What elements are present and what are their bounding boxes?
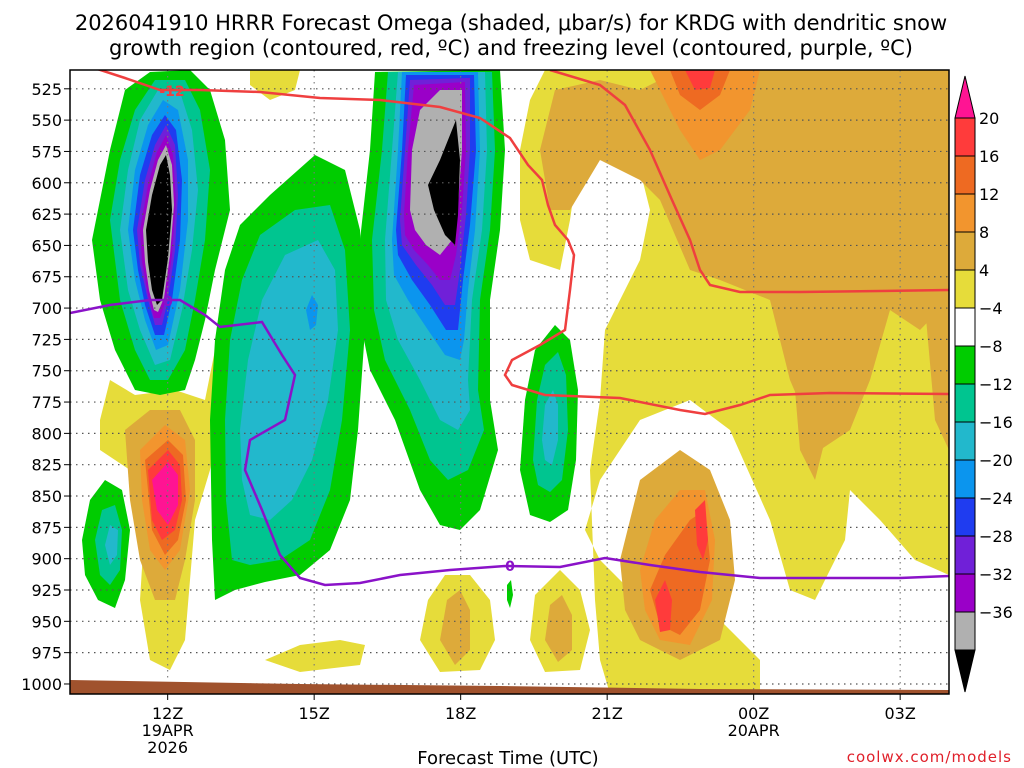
y-tick-label-625: 625	[31, 205, 62, 224]
grid-lines	[70, 70, 949, 694]
omega-fill-gold-upper	[540, 70, 949, 450]
y-tick-label-550: 550	[31, 111, 62, 130]
contour-labels: -12 0 0	[159, 84, 515, 575]
omega-fill-teal-low-left	[105, 525, 118, 565]
colorbar-label-1: 16	[979, 147, 999, 166]
colorbar-label-4: 4	[979, 261, 989, 280]
x-tick-date-12Z: 19APR	[142, 721, 194, 740]
omega-fill-pink-low-left	[152, 462, 178, 525]
ascent-shading	[82, 70, 578, 608]
x-tick-date-00Z: 20APR	[728, 721, 780, 740]
colorbar-swatch-2	[954, 193, 976, 233]
freezing-label-0-mid: 0	[505, 559, 515, 575]
x-tick-label-12Z: 12Z	[152, 704, 183, 723]
colorbar-swatch-8	[954, 421, 976, 461]
y-tick-label-725: 725	[31, 330, 62, 349]
freezing-level-contour	[70, 298, 949, 587]
terrain-ground	[70, 680, 949, 694]
colorbar-label-6: −8	[979, 337, 1003, 356]
y-axis: 525 550 575 600 625 650 675 700 725 750 775 800 825 8…	[21, 80, 70, 694]
omega-fill-red-low-right	[655, 580, 672, 632]
sinking-shading	[100, 70, 949, 694]
omega-fill-blue-15z	[306, 295, 318, 330]
omega-fill-red-upper	[685, 70, 715, 90]
colorbar-swatch-12	[954, 573, 976, 613]
colorbar-bottom-triangle	[954, 649, 976, 693]
omega-fill-black-12z	[146, 155, 172, 305]
dgz-contour-right	[549, 70, 949, 294]
colorbar-label-10: −24	[979, 489, 1013, 508]
colorbar-label-11: −28	[979, 527, 1013, 546]
colorbar-swatch-6	[954, 345, 976, 385]
colorbar-top-triangle	[954, 75, 976, 119]
colorbar: 20 16 12 8 4 −4 −8 −12 −16 −20 −24 −28 −32 −36	[954, 75, 1013, 693]
x-tick-label-15Z: 15Z	[299, 704, 330, 723]
y-tick-label-675: 675	[31, 268, 62, 287]
colorbar-label-5: −4	[979, 299, 1003, 318]
omega-fill-gold-blob-20z	[545, 595, 572, 662]
credit-text: coolwx.com/models	[847, 748, 1012, 766]
y-tick-label-975: 975	[31, 644, 62, 663]
colorbar-label-13: −36	[979, 603, 1013, 622]
plot-area	[70, 70, 949, 694]
colorbar-swatch-1	[954, 155, 976, 195]
contours	[70, 70, 949, 587]
y-tick-label-950: 950	[31, 612, 62, 631]
omega-fill-redorange-upper	[670, 70, 730, 110]
colorbar-swatch-10	[954, 497, 976, 537]
omega-fill-gold-blob-18z	[440, 590, 470, 665]
colorbar-swatch-13	[954, 611, 976, 651]
colorbar-swatch-3	[954, 231, 976, 271]
chart-title-line1: 2026041910 HRRR Forecast Omega (shaded, …	[75, 11, 947, 35]
x-axis-title: Forecast Time (UTC)	[417, 748, 598, 768]
y-tick-label-750: 750	[31, 362, 62, 381]
colorbar-label-2: 12	[979, 185, 999, 204]
freezing-label-0-left: 0	[163, 294, 173, 310]
y-tick-label-600: 600	[31, 174, 62, 193]
omega-fill-orange-upper	[650, 70, 760, 160]
colorbar-label-8: −16	[979, 413, 1013, 432]
colorbar-label-7: −12	[979, 375, 1013, 394]
omega-fill-red-low-right-2	[695, 500, 708, 560]
colorbar-swatch-7	[954, 383, 976, 423]
y-tick-label-525: 525	[31, 80, 62, 99]
y-tick-label-800: 800	[31, 424, 62, 443]
colorbar-swatch-5	[954, 307, 976, 347]
plot-frame	[69, 69, 950, 695]
omega-fill-gold-right-mid	[790, 300, 830, 480]
colorbar-swatch-4	[954, 269, 976, 309]
colorbar-swatch-11	[954, 535, 976, 575]
colorbar-swatch-9	[954, 459, 976, 499]
x-tick-label-00Z: 00Z	[738, 704, 769, 723]
chart-title-line2: growth region (contoured, red, ºC) and f…	[109, 36, 913, 60]
y-tick-label-925: 925	[31, 581, 62, 600]
x-tick-year-12Z: 2026	[147, 738, 188, 757]
y-tick-label-650: 650	[31, 236, 62, 255]
y-tick-label-775: 775	[31, 393, 62, 412]
y-tick-label-850: 850	[31, 487, 62, 506]
x-tick-label-21Z: 21Z	[592, 704, 623, 723]
colorbar-label-12: −32	[979, 565, 1013, 584]
colorbar-label-0: 20	[979, 109, 999, 128]
y-tick-label-900: 900	[31, 550, 62, 569]
omega-fill-teal-20z	[542, 390, 558, 465]
x-tick-label-18Z: 18Z	[445, 704, 476, 723]
colorbar-label-9: −20	[979, 451, 1013, 470]
colorbar-swatch-0	[954, 117, 976, 157]
y-tick-label-825: 825	[31, 456, 62, 475]
omega-fill-green-tiny-19z	[507, 580, 513, 608]
x-tick-label-03Z: 03Z	[885, 704, 916, 723]
y-tick-label-875: 875	[31, 518, 62, 537]
omega-fill-yellow-bottom	[265, 640, 365, 672]
colorbar-label-3: 8	[979, 223, 989, 242]
y-tick-label-575: 575	[31, 142, 62, 161]
y-tick-label-1000: 1000	[21, 675, 62, 694]
dgz-label-minus12: -12	[159, 84, 184, 100]
dgz-contour-upper	[96, 70, 949, 416]
omega-fill-gold-right-edge	[920, 200, 949, 450]
y-tick-label-700: 700	[31, 299, 62, 318]
